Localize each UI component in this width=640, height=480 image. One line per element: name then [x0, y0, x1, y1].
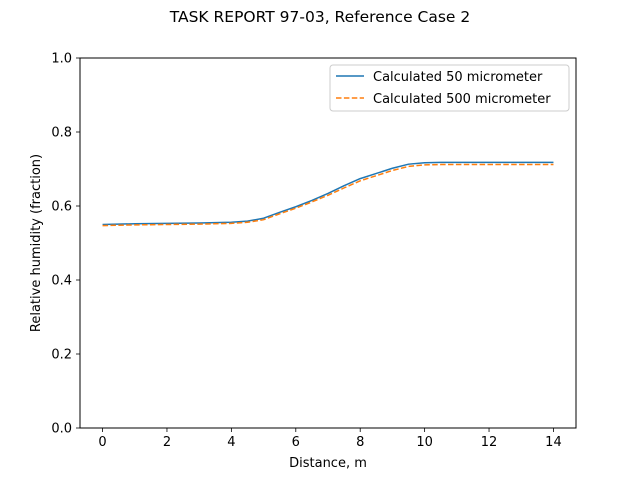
y-axis-label: Relative humidity (fraction)	[29, 154, 44, 332]
series-line-1	[102, 161, 554, 226]
legend-label-series-1: Calculated 50 micrometer	[373, 70, 543, 85]
y-tick-label: 0.6	[51, 200, 72, 215]
y-tick-label: 0.0	[51, 422, 72, 437]
x-tick-label: 8	[356, 435, 364, 450]
legend: Calculated 50 micrometer Calculated 500 …	[329, 64, 570, 112]
plot-area	[102, 161, 554, 227]
x-tick-label: 6	[292, 435, 300, 450]
y-axis: 0.0 0.2 0.4 0.6 0.8 1.0	[51, 52, 80, 437]
legend-label-series-2: Calculated 500 micrometer	[373, 92, 551, 107]
x-tick-label: 10	[416, 435, 433, 450]
y-tick-label: 1.0	[51, 52, 72, 67]
x-tick-label: 12	[481, 435, 498, 450]
x-tick-label: 2	[163, 435, 171, 450]
x-axis: 0 2 4 6 8 10 12 14	[98, 428, 562, 450]
plot-frame	[79, 57, 577, 429]
y-tick-label: 0.4	[51, 274, 72, 289]
legend-box	[329, 64, 570, 112]
x-axis-label: Distance, m	[289, 456, 367, 471]
series-line-2	[102, 163, 554, 227]
y-tick-label: 0.2	[51, 348, 72, 363]
x-tick-label: 0	[98, 435, 106, 450]
y-tick-label: 0.8	[51, 126, 72, 141]
chart-title: TASK REPORT 97-03, Reference Case 2	[169, 8, 471, 26]
x-tick-label: 14	[545, 435, 562, 450]
x-tick-label: 4	[227, 435, 235, 450]
